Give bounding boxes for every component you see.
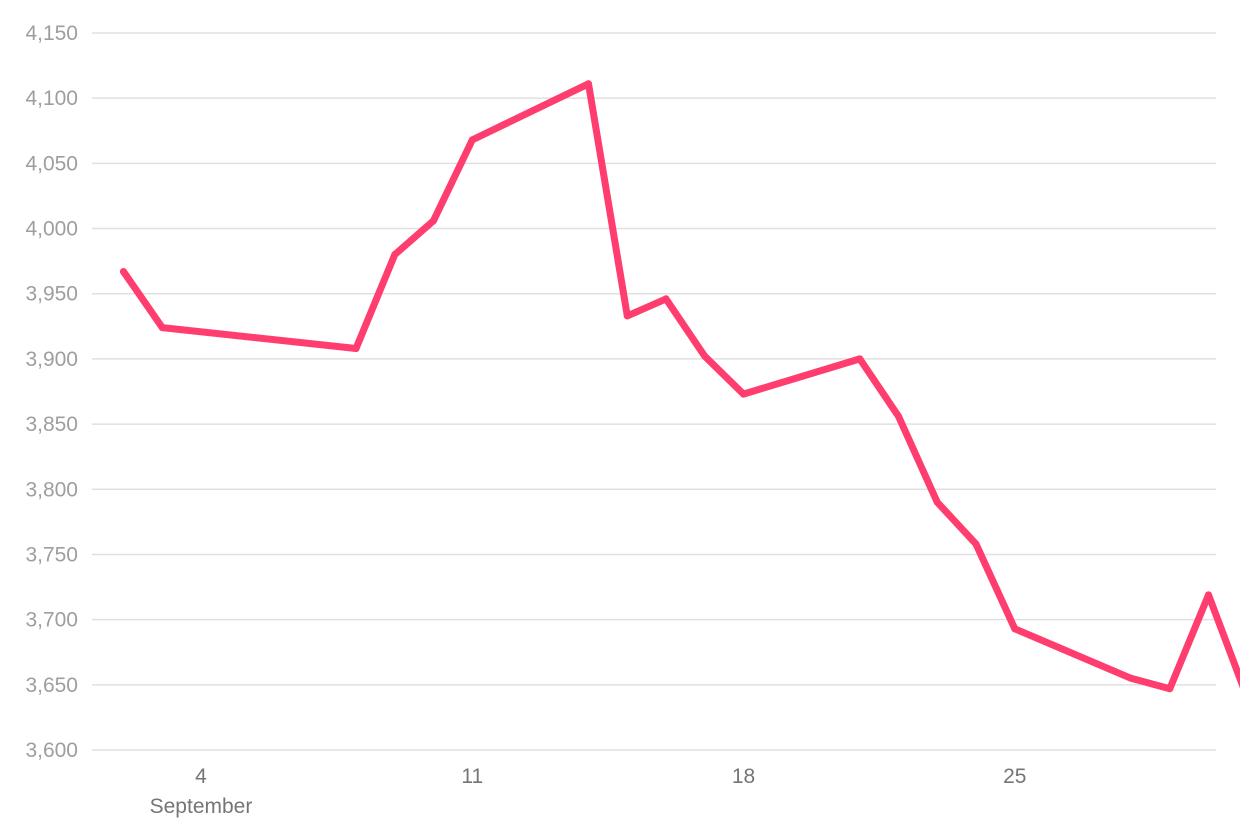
y-tick-label: 3,700 <box>25 609 78 632</box>
data-point <box>933 498 941 506</box>
y-tick-label: 4,100 <box>25 87 78 110</box>
y-tick-label: 3,850 <box>25 413 78 436</box>
x-axis-labels: 4 September 11 18 25 <box>150 765 1027 818</box>
y-tick-label: 3,800 <box>25 478 78 501</box>
x-tick-label: 18 <box>732 765 755 788</box>
data-point <box>701 352 709 360</box>
y-axis-labels: 3,600 3,650 3,700 3,750 3,800 3,850 3,900 3,950… <box>25 22 78 762</box>
data-point <box>1166 685 1174 693</box>
data-point <box>585 80 592 88</box>
data-point <box>895 412 902 420</box>
x-tick-label: 4 <box>195 765 207 788</box>
y-tick-label: 3,750 <box>25 543 78 566</box>
data-point <box>972 540 980 548</box>
data-point <box>1205 591 1212 599</box>
series-layer <box>120 80 1240 693</box>
data-point <box>468 136 476 144</box>
y-tick-label: 3,900 <box>25 348 78 371</box>
y-tick-label: 3,950 <box>25 283 78 306</box>
data-point <box>352 345 360 352</box>
series-line <box>120 80 1240 693</box>
data-point <box>623 312 631 320</box>
x-month-label: September <box>150 795 253 818</box>
gridlines <box>92 32 1216 751</box>
data-point <box>158 324 166 332</box>
data-point <box>430 217 437 225</box>
data-point <box>856 355 864 363</box>
y-tick-label: 3,600 <box>25 739 78 762</box>
data-point <box>740 390 747 398</box>
y-tick-label: 4,050 <box>25 152 78 175</box>
data-point <box>391 251 399 259</box>
x-tick-label: 11 <box>461 765 483 788</box>
x-tick-label: 25 <box>1003 765 1026 788</box>
y-tick-label: 4,000 <box>25 218 78 241</box>
y-tick-label: 4,150 <box>25 22 78 45</box>
y-tick-label: 3,650 <box>25 674 78 697</box>
data-point <box>1011 625 1019 633</box>
data-point <box>1127 674 1135 682</box>
data-point <box>662 295 670 303</box>
data-point <box>120 268 127 276</box>
